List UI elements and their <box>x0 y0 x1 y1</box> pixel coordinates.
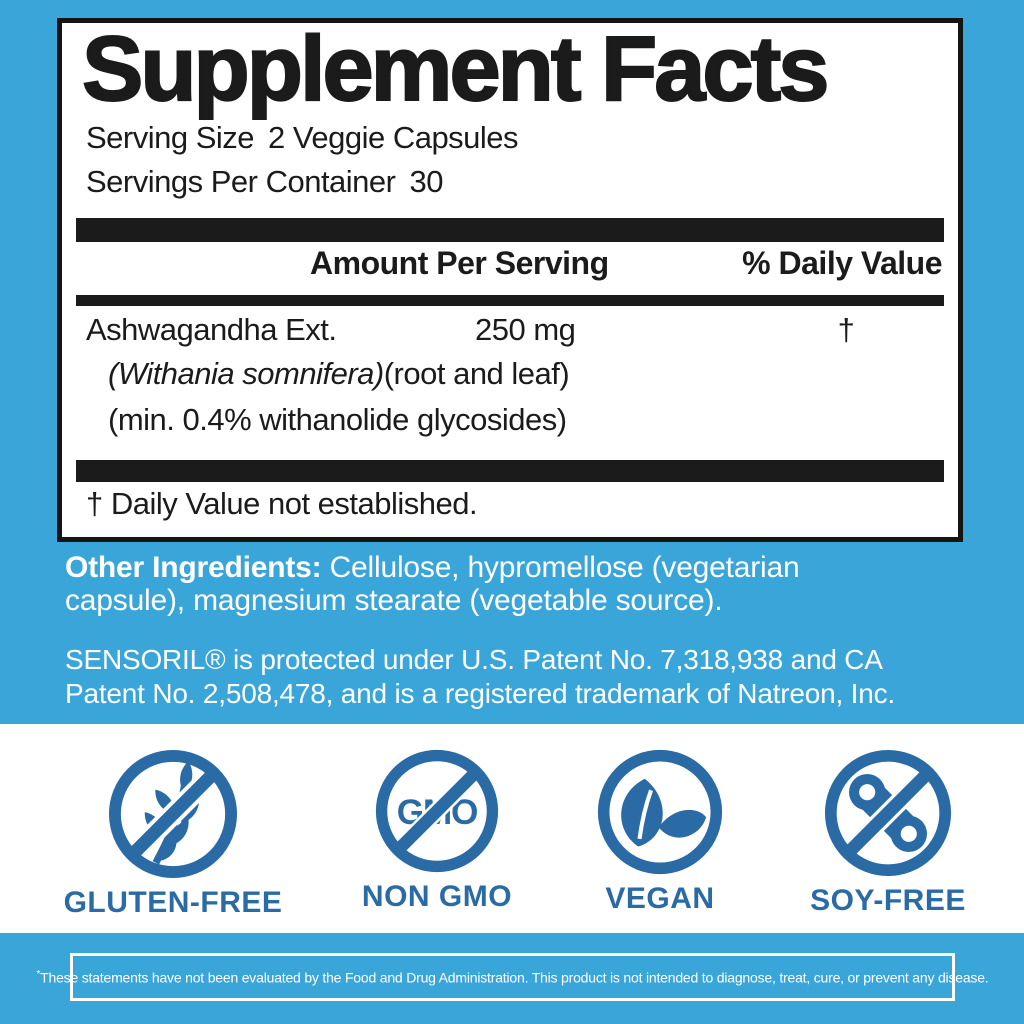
column-header-daily-value: % Daily Value <box>742 245 942 281</box>
other-ingredients-text: Cellulose, hypromellose (vegetarian caps… <box>65 551 800 617</box>
badge-non-gmo: GMO NON GMO <box>317 748 557 914</box>
other-ingredients: Other Ingredients: Cellulose, hypromello… <box>65 551 895 617</box>
servings-per-container-label: Servings Per Container <box>86 164 396 199</box>
badge-soy-free: SOY-FREE <box>768 748 1008 918</box>
ingredient-amount: 250 mg <box>475 312 576 347</box>
divider-medium <box>76 295 944 306</box>
botanical-name-line: (Withania somnifera)(root and leaf) <box>108 356 570 392</box>
ingredient-name: Ashwagandha Ext. <box>86 312 337 347</box>
bottom-band: *These statements have not been evaluate… <box>0 933 1024 1024</box>
fda-disclaimer-text: *These statements have not been evaluate… <box>37 969 989 986</box>
badge-label-gluten-free: GLUTEN-FREE <box>63 886 283 919</box>
servings-per-container-line: Servings Per Container 30 <box>86 164 443 200</box>
patent-notice: SENSORIL® is protected under U.S. Patent… <box>65 644 895 709</box>
serving-size-label: Serving Size <box>86 120 255 155</box>
plant-part: (root and leaf) <box>383 356 570 391</box>
no-gmo-icon: GMO <box>317 748 557 874</box>
no-soy-icon <box>768 748 1008 878</box>
badge-label-non-gmo: NON GMO <box>361 880 513 913</box>
disclaimer-asterisk: * <box>36 968 41 980</box>
serving-size-line: Serving Size 2 Veggie Capsules <box>86 120 519 156</box>
vegan-leaves-icon <box>540 748 780 876</box>
fda-disclaimer-box: *These statements have not been evaluate… <box>37 953 989 1001</box>
column-header-amount: Amount Per Serving <box>310 245 609 281</box>
daily-value-footnote: † Daily Value not established. <box>86 486 478 521</box>
badges-band: GLUTEN-FREE GMO NON GMO <box>0 724 1024 933</box>
badge-label-soy-free: SOY-FREE <box>810 884 966 917</box>
ingredient-daily-value: † <box>837 312 855 347</box>
serving-size-value: 2 Veggie Capsules <box>268 120 519 155</box>
supplement-facts-panel: Supplement Facts Serving Size 2 Veggie Ca… <box>57 18 963 542</box>
divider-thick-bottom <box>76 460 944 482</box>
no-gluten-icon <box>53 748 293 880</box>
other-ingredients-label: Other Ingredients: <box>65 551 322 584</box>
servings-per-container-value: 30 <box>409 164 444 199</box>
facts-title: Supplement Facts <box>81 18 830 120</box>
divider-thick-top <box>76 218 944 242</box>
badge-label-vegan: VEGAN <box>605 882 715 915</box>
botanical-name-italic: (Withania somnifera) <box>108 356 384 391</box>
badge-vegan: VEGAN <box>540 748 780 916</box>
standardization-line: (min. 0.4% withanolide glycosides) <box>108 402 567 437</box>
badge-gluten-free: GLUTEN-FREE <box>53 748 293 920</box>
disclaimer-body: These statements have not been evaluated… <box>40 969 989 986</box>
